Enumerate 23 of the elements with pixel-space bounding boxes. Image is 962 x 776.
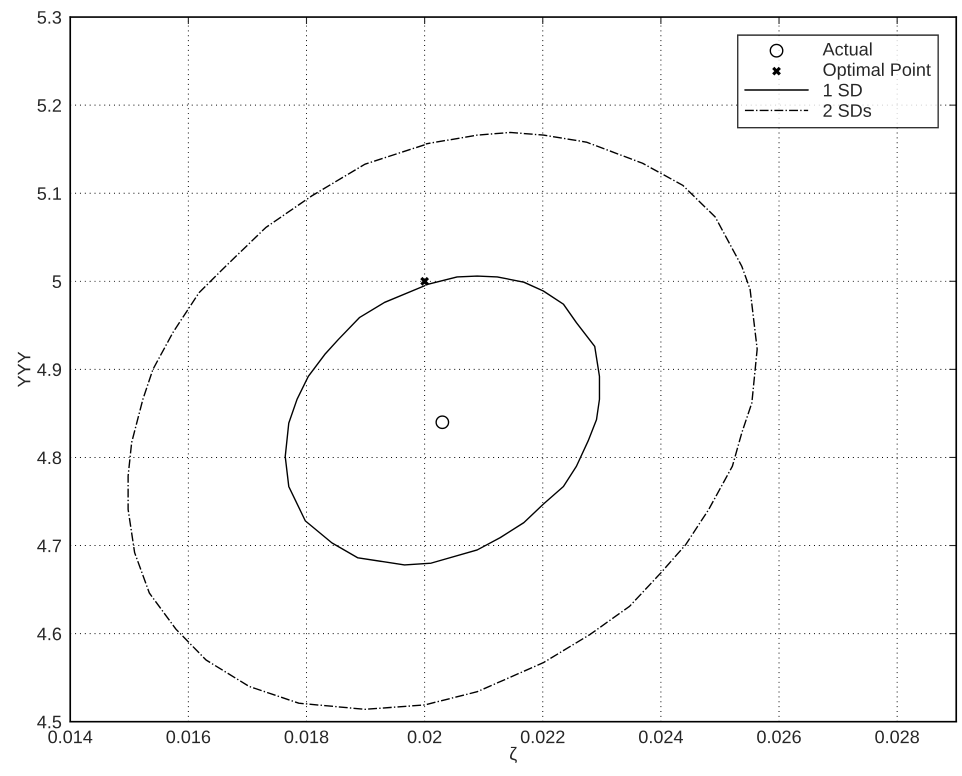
x-tick-label: 0.024 bbox=[639, 730, 683, 744]
x-tick-label: 0.018 bbox=[284, 730, 328, 744]
y-tick-label: 5 bbox=[52, 275, 62, 288]
y-tick-label: 4.9 bbox=[37, 363, 62, 376]
x-tick-label: 0.028 bbox=[875, 730, 919, 744]
x-tick-label: 0.026 bbox=[757, 730, 801, 744]
legend-label: Optimal Point bbox=[823, 62, 931, 80]
y-tick-label: 5.3 bbox=[38, 11, 62, 24]
x-tick-label: 0.02 bbox=[408, 730, 442, 744]
x-tick-label: 0.016 bbox=[166, 730, 210, 744]
y-tick-label: 5.1 bbox=[38, 187, 62, 200]
y-axis-title: YYY bbox=[18, 352, 30, 388]
x-tick-label: 0.022 bbox=[520, 730, 564, 744]
x-tick-label: 0.014 bbox=[48, 730, 92, 744]
legend-label: 2 SDs bbox=[823, 104, 872, 117]
y-tick-label: 4.7 bbox=[37, 540, 61, 552]
y-tick-label: 4.6 bbox=[37, 628, 62, 640]
legend-label: 1 SD bbox=[824, 84, 862, 96]
x-axis-title: ζ bbox=[510, 746, 517, 764]
y-tick-label: 4.5 bbox=[37, 716, 62, 728]
y-tick-label: 4.8 bbox=[37, 451, 62, 464]
y-tick-label: 5.2 bbox=[38, 99, 61, 112]
legend-label: Actual bbox=[822, 42, 872, 56]
